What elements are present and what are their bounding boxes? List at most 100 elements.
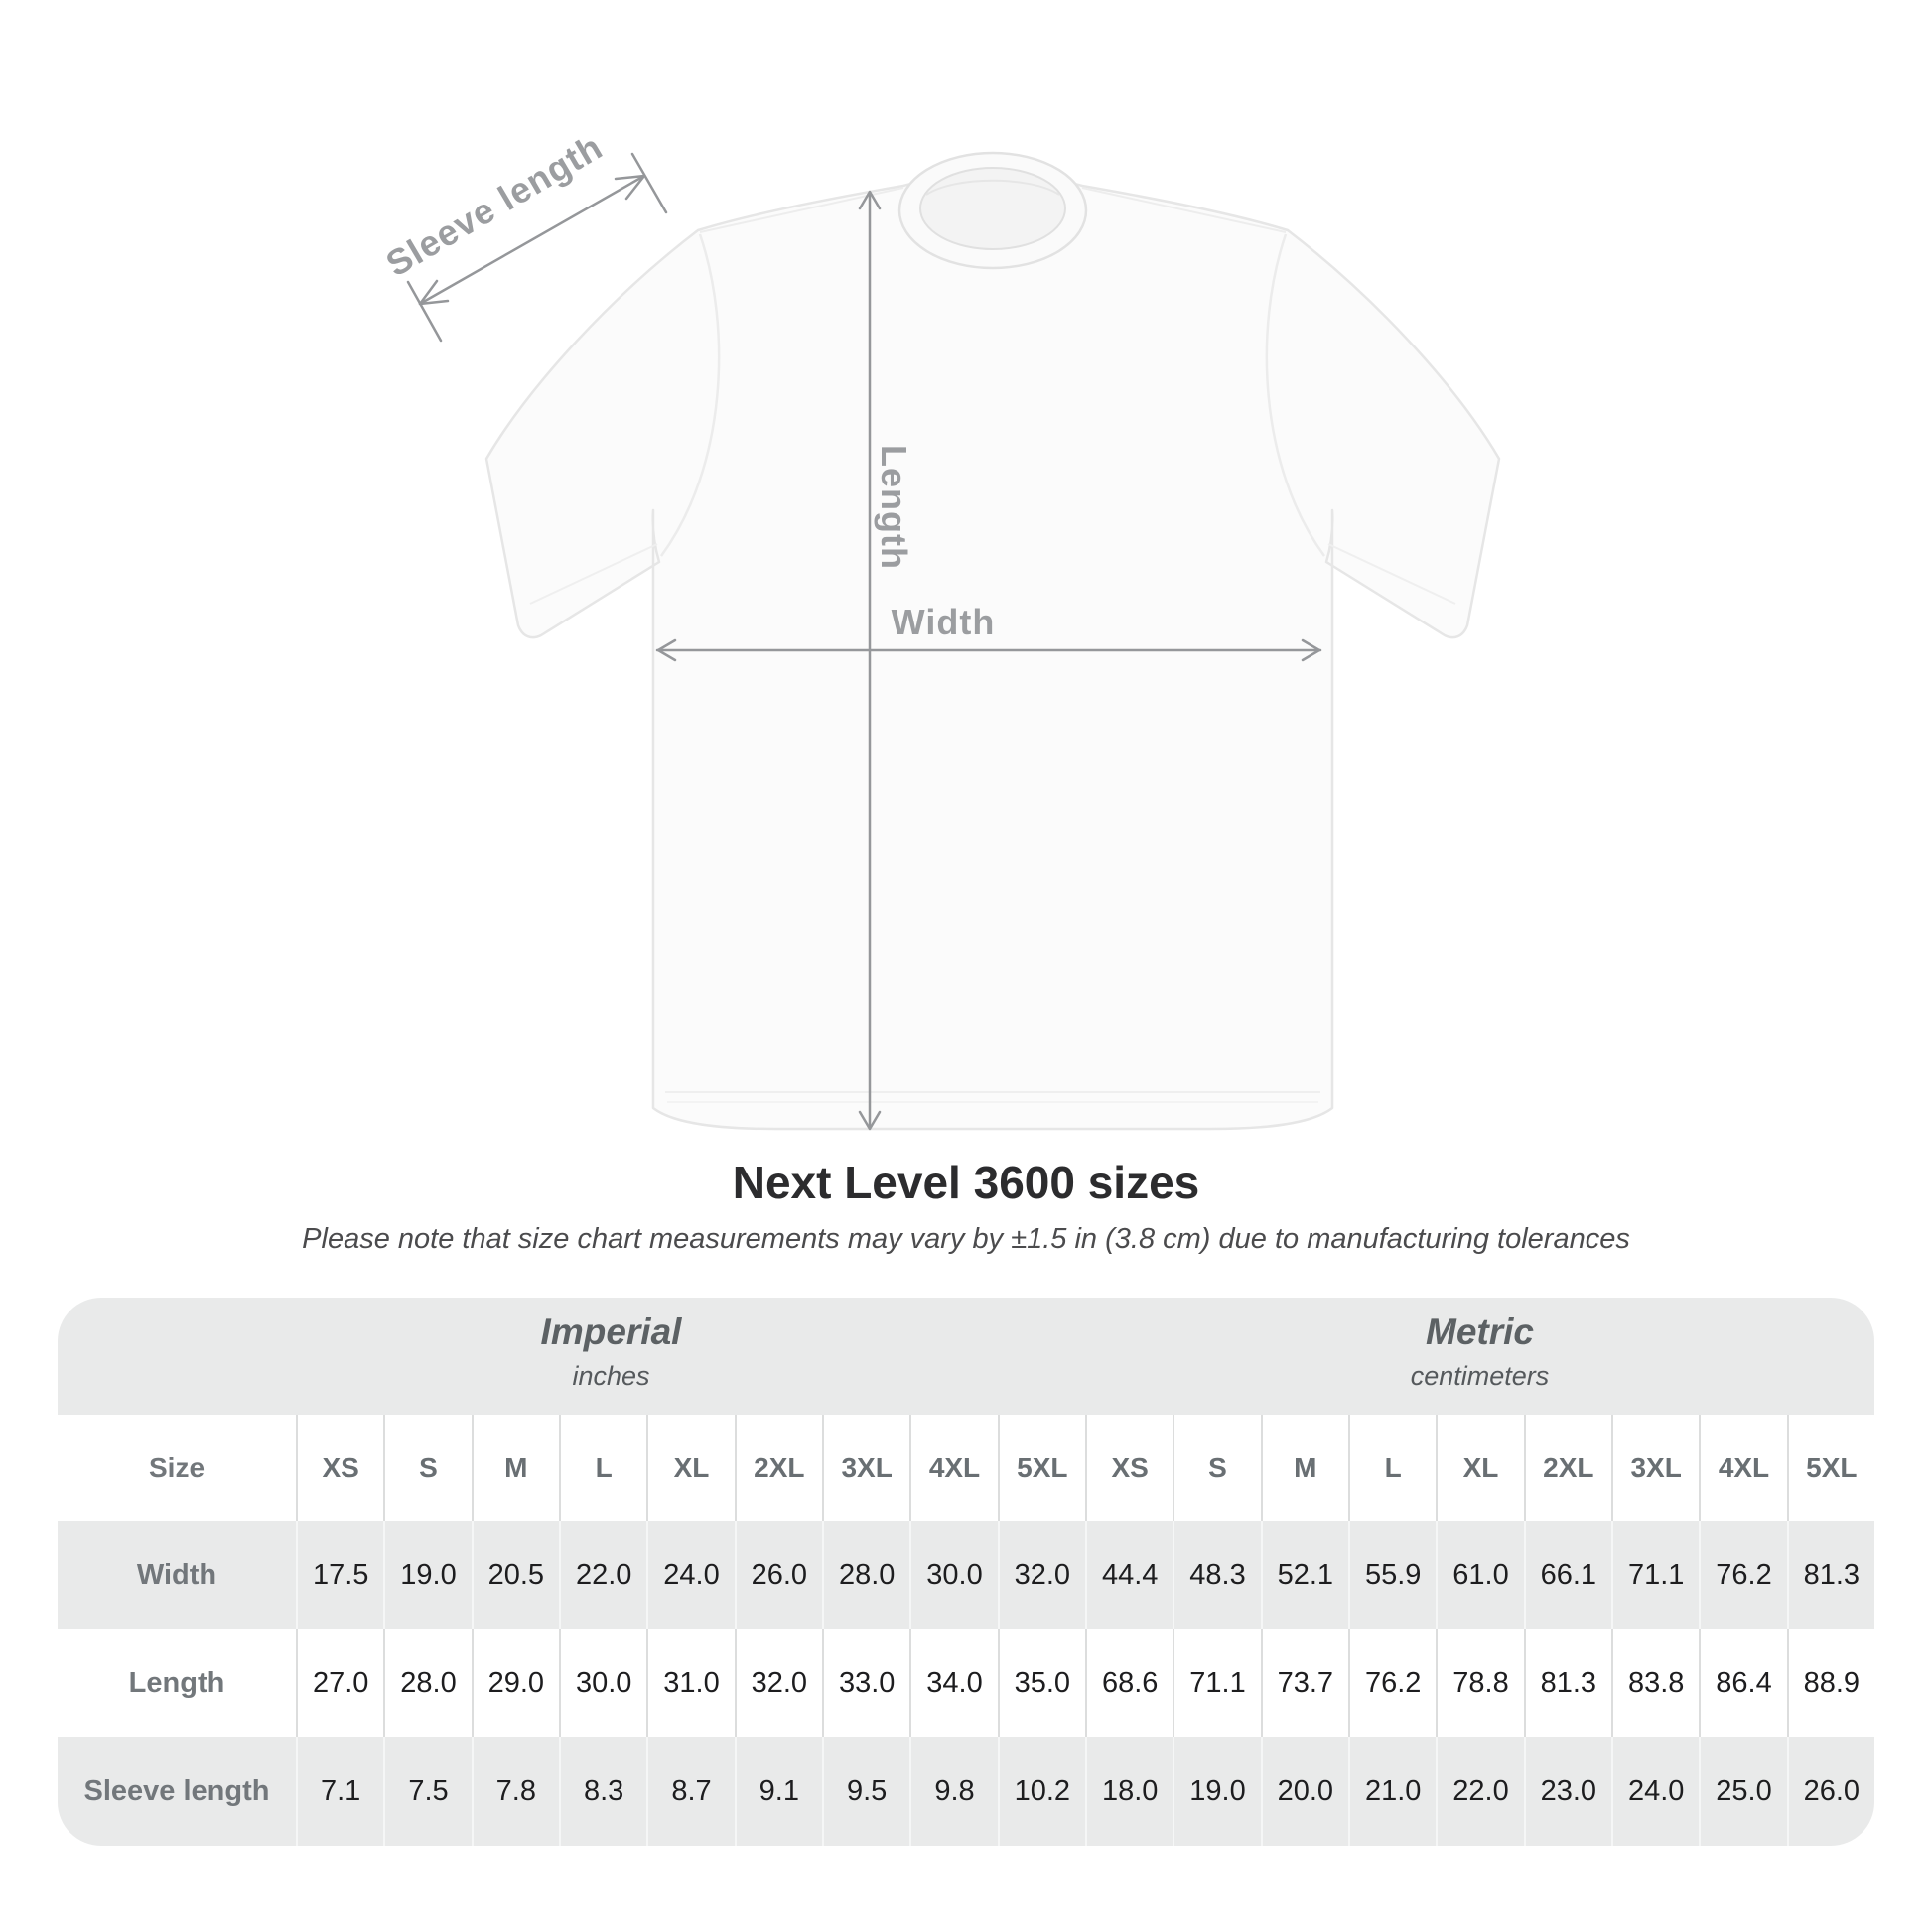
size-header: 2XL: [1523, 1415, 1611, 1521]
measurement-value: 27.0: [296, 1629, 383, 1737]
armhole-seam-right: [1265, 233, 1326, 557]
measurement-value: 66.1: [1523, 1521, 1611, 1629]
tshirt-measurement-diagram: Sleeve length Length Width: [379, 126, 1501, 1131]
size-header: XS: [1085, 1415, 1173, 1521]
measurement-value: 44.4: [1085, 1521, 1173, 1629]
measurement-value: 48.3: [1173, 1521, 1260, 1629]
width-label: Width: [891, 602, 996, 642]
tolerance-note: Please note that size chart measurements…: [302, 1223, 1630, 1255]
measurement-value: 20.0: [1260, 1737, 1348, 1846]
measurement-value: 28.0: [383, 1629, 471, 1737]
shoulder-seam-right: [1081, 187, 1287, 233]
size-header: 3XL: [822, 1415, 909, 1521]
size-header: XS: [296, 1415, 383, 1521]
measurement-value: 17.5: [296, 1521, 383, 1629]
size-header: M: [471, 1415, 559, 1521]
measurement-value: 21.0: [1348, 1737, 1436, 1846]
measurement-value: 7.1: [296, 1737, 383, 1846]
measurement-value: 23.0: [1523, 1737, 1611, 1846]
measurement-value: 28.0: [822, 1521, 909, 1629]
measurement-value: 83.8: [1611, 1629, 1699, 1737]
metric-unit: centimeters: [1410, 1361, 1550, 1391]
size-header: 5XL: [997, 1415, 1085, 1521]
size-header: 4XL: [1699, 1415, 1786, 1521]
measurement-value: 19.0: [383, 1521, 471, 1629]
measurement-value: 31.0: [646, 1629, 734, 1737]
measurement-value: 71.1: [1173, 1629, 1260, 1737]
cuff-stitch-right: [1327, 543, 1456, 605]
cuff-stitch-left: [529, 543, 658, 605]
measurement-value: 8.7: [646, 1737, 734, 1846]
measurement-value: 55.9: [1348, 1521, 1436, 1629]
metric-title: Metric: [1426, 1311, 1534, 1352]
measurement-value: 81.3: [1523, 1629, 1611, 1737]
imperial-title: Imperial: [540, 1311, 682, 1352]
measurement-value: 10.2: [997, 1737, 1085, 1846]
size-header: L: [1348, 1415, 1436, 1521]
size-header: L: [559, 1415, 646, 1521]
imperial-unit: inches: [572, 1361, 650, 1391]
size-header: XL: [646, 1415, 734, 1521]
measurement-value: 34.0: [909, 1629, 997, 1737]
size-header: 4XL: [909, 1415, 997, 1521]
measurement-value: 88.9: [1786, 1629, 1874, 1737]
measurement-value: 30.0: [909, 1521, 997, 1629]
measurement-value: 71.1: [1611, 1521, 1699, 1629]
measurement-value: 35.0: [997, 1629, 1085, 1737]
measurement-value: 32.0: [734, 1629, 822, 1737]
metric-header: Metric centimeters: [1085, 1311, 1874, 1415]
measurement-value: 26.0: [1786, 1737, 1874, 1846]
table-row: Sleeve length 7.1 7.5 7.8 8.3 8.7 9.1 9.5 9.8 10.…: [58, 1737, 1874, 1846]
measurement-value: 24.0: [1611, 1737, 1699, 1846]
measurement-value: 8.3: [559, 1737, 646, 1846]
tshirt-graphic: [406, 151, 1501, 1131]
measurement-value: 81.3: [1786, 1521, 1874, 1629]
tshirt-silhouette: [484, 151, 1501, 1131]
measurement-value: 7.5: [383, 1737, 471, 1846]
armhole-seam-left: [659, 233, 721, 557]
measurement-value: 52.1: [1260, 1521, 1348, 1629]
measurement-value: 18.0: [1085, 1737, 1173, 1846]
unit-band: Imperial inches Metric centimeters: [58, 1298, 1874, 1415]
table-row: Width 17.5 19.0 20.5 22.0 24.0 26.0 28.0 30.0 32.…: [58, 1521, 1874, 1629]
size-header: XL: [1436, 1415, 1523, 1521]
measurement-value: 9.5: [822, 1737, 909, 1846]
measurement-value: 20.5: [471, 1521, 559, 1629]
measurement-value: 29.0: [471, 1629, 559, 1737]
measurement-value: 25.0: [1699, 1737, 1786, 1846]
measurement-value: 22.0: [1436, 1737, 1523, 1846]
size-grid: Size XS S M L XL 2XL 3XL 4XL 5XL XS S M L XL 2XL 3XL 4XL 5…: [58, 1415, 1874, 1846]
size-header: S: [383, 1415, 471, 1521]
measurement-value: 33.0: [822, 1629, 909, 1737]
measurement-value: 30.0: [559, 1629, 646, 1737]
table-row: Length 27.0 28.0 29.0 30.0 31.0 32.0 33.0 34.0 35…: [58, 1629, 1874, 1737]
measurement-value: 86.4: [1699, 1629, 1786, 1737]
measurement-value: 32.0: [997, 1521, 1085, 1629]
imperial-header: Imperial inches: [58, 1311, 1085, 1415]
measurement-value: 68.6: [1085, 1629, 1173, 1737]
size-header: 3XL: [1611, 1415, 1699, 1521]
measurement-value: 22.0: [559, 1521, 646, 1629]
measurement-value: 61.0: [1436, 1521, 1523, 1629]
measurement-value: 9.1: [734, 1737, 822, 1846]
size-header: 5XL: [1786, 1415, 1874, 1521]
measurement-value: 76.2: [1699, 1521, 1786, 1629]
size-table: Imperial inches Metric centimeters Size X…: [58, 1298, 1874, 1846]
measurement-value: 76.2: [1348, 1629, 1436, 1737]
length-arrow: [858, 190, 882, 1131]
collar: [897, 151, 1088, 270]
measurement-value: 7.8: [471, 1737, 559, 1846]
size-column-label: Size: [148, 1451, 206, 1483]
size-header-row: Size XS S M L XL 2XL 3XL 4XL 5XL XS S M L XL 2XL 3XL 4XL 5…: [58, 1415, 1874, 1521]
size-header: 2XL: [734, 1415, 822, 1521]
size-header: M: [1260, 1415, 1348, 1521]
measurement-value: 26.0: [734, 1521, 822, 1629]
width-arrow: [655, 638, 1322, 662]
measurement-value: 78.8: [1436, 1629, 1523, 1737]
measurement-value: 73.7: [1260, 1629, 1348, 1737]
measurement-value: 19.0: [1173, 1737, 1260, 1846]
measurement-value: 9.8: [909, 1737, 997, 1846]
row-label: Length: [128, 1667, 225, 1699]
row-label: Width: [136, 1559, 217, 1590]
